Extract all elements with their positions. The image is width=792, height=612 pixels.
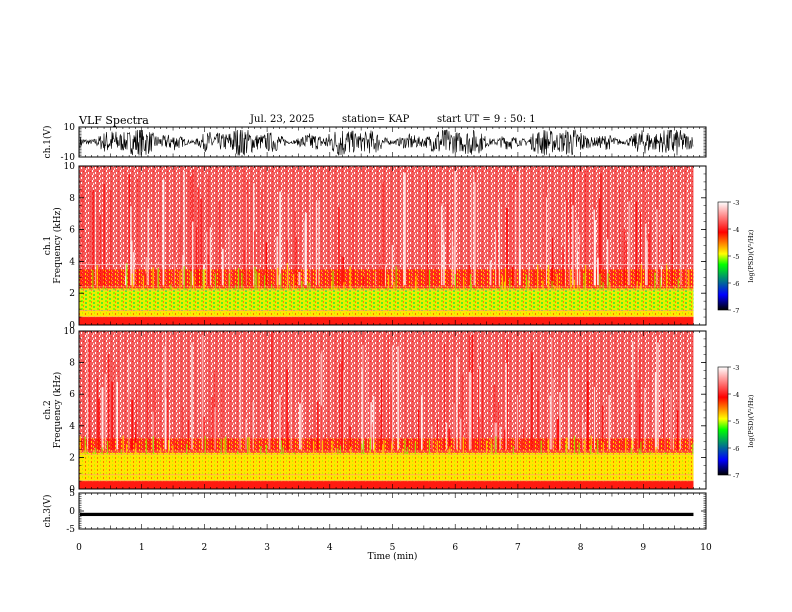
y-tick-label: 6 — [69, 226, 75, 236]
spectral-band — [79, 310, 694, 318]
y-axis-label: ch.3(V) — [42, 495, 53, 528]
y-tick-label: 4 — [69, 257, 75, 267]
ch1-waveform-trace — [79, 128, 694, 156]
chart-title: VLF Spectra — [79, 114, 149, 127]
x-tick-label: 2 — [202, 543, 208, 553]
y-tick-label: 10 — [64, 162, 76, 172]
colorbar-tick-label: -3 — [733, 364, 739, 372]
ch3-waveform-trace — [80, 512, 694, 517]
y-axis-label-quantity: Frequency (kHz) — [52, 207, 63, 284]
x-axis-label: Time (min) — [368, 551, 418, 562]
x-tick-label: 10 — [700, 543, 712, 553]
x-tick-label: 9 — [640, 543, 646, 553]
spectral-band — [79, 288, 694, 311]
spectral-band — [79, 452, 694, 482]
y-tick-label: 6 — [69, 390, 75, 400]
colorbar-tick-label: -7 — [733, 472, 739, 480]
colorbars: -3 -4 -5 -6 -7 log(PSD)(V²/Hz) -3 -4 -5 -6 -7 log(P… — [717, 199, 755, 480]
date-label: Jul. 23, 2025 — [250, 114, 315, 125]
station-label: station= KAP — [342, 114, 410, 125]
colorbar-label: log(PSD)(V²/Hz) — [747, 394, 755, 447]
colorbar-1 — [717, 201, 729, 311]
spectrogram-ch1 — [79, 166, 694, 325]
y-tick-label: 10 — [64, 123, 76, 133]
colorbar-tick-label: -6 — [733, 445, 739, 453]
spectral-band — [79, 438, 694, 453]
y-tick-label: 0 — [69, 485, 75, 495]
colorbar-tick-label: -6 — [733, 280, 739, 288]
y-tick-label: 10 — [64, 327, 76, 337]
panel-frame — [78, 492, 707, 530]
colorbar-tick-label: -5 — [733, 418, 739, 426]
colorbar-tick-label: -4 — [733, 226, 739, 234]
y-tick-label: 4 — [69, 422, 75, 432]
x-tick-label: 8 — [578, 543, 584, 553]
spectral-band — [79, 269, 694, 289]
spectrogram-ch2 — [79, 331, 694, 489]
x-tick-label: 3 — [264, 543, 270, 553]
y-tick-label: 2 — [69, 453, 75, 463]
colorbar-tick-label: -4 — [733, 391, 739, 399]
colorbar-label: log(PSD)(V²/Hz) — [747, 229, 755, 282]
y-tick-label: 2 — [69, 289, 75, 299]
y-axis-label-channel: ch.2 — [43, 400, 53, 419]
start-ut-label: start UT = 9 : 50: 1 — [437, 114, 536, 125]
x-tick-label: 4 — [327, 543, 333, 553]
y-tick-label: 8 — [69, 359, 75, 369]
y-axis-label-quantity: Frequency (kHz) — [52, 372, 63, 449]
y-tick-label: 0 — [69, 321, 75, 331]
y-tick-label: -5 — [66, 525, 75, 535]
y-axis-label: ch.1(V) — [42, 126, 53, 159]
x-tick-label: 5 — [390, 543, 396, 553]
spectral-band — [79, 317, 694, 325]
colorbar-tick-label: -3 — [733, 199, 739, 207]
time-axis: 0 1 2 3 4 5 6 7 8 9 10 Time (min) — [76, 543, 712, 562]
y-tick-label: -10 — [61, 153, 76, 163]
colorbar-tick-label: -5 — [733, 253, 739, 261]
x-tick-label: 0 — [76, 543, 82, 553]
colorbar-tick-label: -7 — [733, 307, 739, 315]
x-tick-label: 7 — [515, 543, 521, 553]
spectral-band — [79, 481, 694, 489]
colorbar-2 — [717, 366, 729, 476]
y-tick-label: 8 — [69, 194, 75, 204]
x-tick-label: 1 — [139, 543, 145, 553]
y-axis-label-channel: ch.1 — [43, 236, 53, 255]
x-tick-label: 6 — [452, 543, 458, 553]
y-tick-label: 0 — [69, 507, 75, 517]
y-tick-label: 5 — [69, 489, 75, 499]
